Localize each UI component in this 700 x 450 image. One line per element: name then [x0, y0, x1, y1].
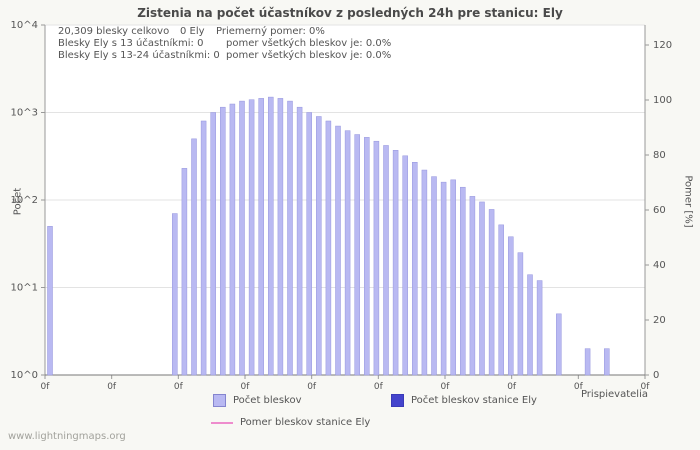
bar [296, 106, 303, 376]
bar [200, 120, 207, 376]
y-right-tick-label: 0 [653, 370, 659, 381]
bar [210, 112, 216, 376]
bar [488, 209, 495, 376]
bar [498, 224, 504, 376]
x-tick-label: 0f [107, 382, 117, 392]
bar [248, 99, 255, 376]
stat-ratio-13-participants: pomer všetkých bleskov je: 0.0% [226, 38, 392, 49]
bar [431, 176, 437, 376]
bar [172, 213, 178, 376]
bar [220, 106, 226, 376]
chart-title: Zistenia na počet účastníkov z poslednýc… [137, 6, 563, 20]
x-tick-label: 0f [374, 382, 384, 392]
bar [181, 168, 188, 376]
bar [517, 252, 524, 376]
bar [306, 112, 312, 376]
stat-ratio-13-24-participants: pomer všetkých bleskov je: 0.0% [226, 50, 392, 61]
y-axis-label-left: Počet [12, 187, 24, 216]
bar [364, 137, 370, 376]
bar [229, 103, 236, 376]
bar [527, 274, 533, 376]
bar [191, 138, 197, 376]
x-tick-label: 0f [174, 382, 184, 392]
legend-label-count: Počet bleskov [233, 395, 302, 406]
bar [402, 155, 408, 376]
stat-strikes-13-24-participants: Blesky Ely s 13-24 účastníkmi: 0 [58, 50, 220, 61]
bar [268, 96, 274, 376]
bar [354, 134, 360, 376]
bar [316, 116, 322, 376]
x-tick-label: 0f [41, 382, 51, 392]
legend-item-station-count: Počet bleskov stanice Ely [391, 394, 537, 407]
legend-item-count: Počet bleskov [213, 394, 302, 407]
bar [383, 145, 389, 376]
bar [469, 196, 476, 376]
y-right-tick-label: 60 [653, 205, 666, 216]
bar [277, 98, 284, 376]
x-axis-label: Prispievatelia [580, 389, 648, 400]
y-right-tick-label: 20 [653, 315, 666, 326]
bar [335, 125, 341, 376]
bar [584, 348, 591, 376]
x-tick-label: 0f [641, 382, 651, 392]
legend-label-station-count: Počet bleskov stanice Ely [411, 395, 537, 406]
legend-item-station-ratio: Pomer bleskov stanice Ely [211, 417, 370, 428]
legend-swatch-count [213, 394, 226, 407]
bar [604, 348, 610, 376]
legend-label-station-ratio: Pomer bleskov stanice Ely [240, 417, 371, 428]
legend-swatch-station-ratio [211, 421, 233, 424]
bar [287, 100, 293, 376]
y-axis-label-right: Pomer [%] [682, 175, 694, 228]
x-tick-label: 0f [441, 382, 451, 392]
bar [373, 140, 380, 376]
x-tick-label: 0f [241, 382, 251, 392]
bar [479, 201, 485, 376]
y-left-tick-label: 10^1 [11, 283, 38, 294]
bar [258, 98, 264, 376]
bar [450, 179, 456, 376]
bar [460, 186, 466, 376]
x-tick-label: 0f [574, 382, 584, 392]
y-right-tick-label: 120 [653, 40, 672, 51]
bar [536, 280, 543, 376]
y-left-tick-label: 10^3 [11, 108, 38, 119]
stat-total-strikes: 20,309 blesky celkovo [58, 26, 170, 37]
watermark-lightningmaps: www.lightningmaps.org [8, 431, 126, 442]
bar [440, 181, 447, 376]
stat-strikes-13-participants: Blesky Ely s 13 účastníkmi: 0 [58, 38, 204, 49]
bar [392, 150, 399, 376]
y-right-tick-label: 80 [653, 150, 666, 161]
y-right-tick-label: 100 [653, 95, 672, 106]
y-left-tick-label: 10^4 [11, 20, 38, 31]
x-tick-label: 0f [507, 382, 517, 392]
y-left-tick-label: 10^0 [11, 370, 38, 381]
stat-average-ratio: Priemerný pomer: 0% [216, 26, 325, 37]
bar [508, 236, 514, 376]
bar [421, 169, 428, 376]
stat-station-count: 0 Ely [180, 26, 205, 37]
bar [325, 120, 332, 376]
bar [556, 313, 562, 376]
bar [412, 162, 418, 376]
y-right-tick-label: 40 [653, 260, 666, 271]
x-tick-label: 0f [307, 382, 317, 392]
y-left-tick-label: 10^2 [11, 195, 38, 206]
bar [239, 100, 245, 376]
bar [47, 226, 53, 376]
legend-swatch-station-count [391, 394, 404, 407]
bar [344, 130, 351, 376]
